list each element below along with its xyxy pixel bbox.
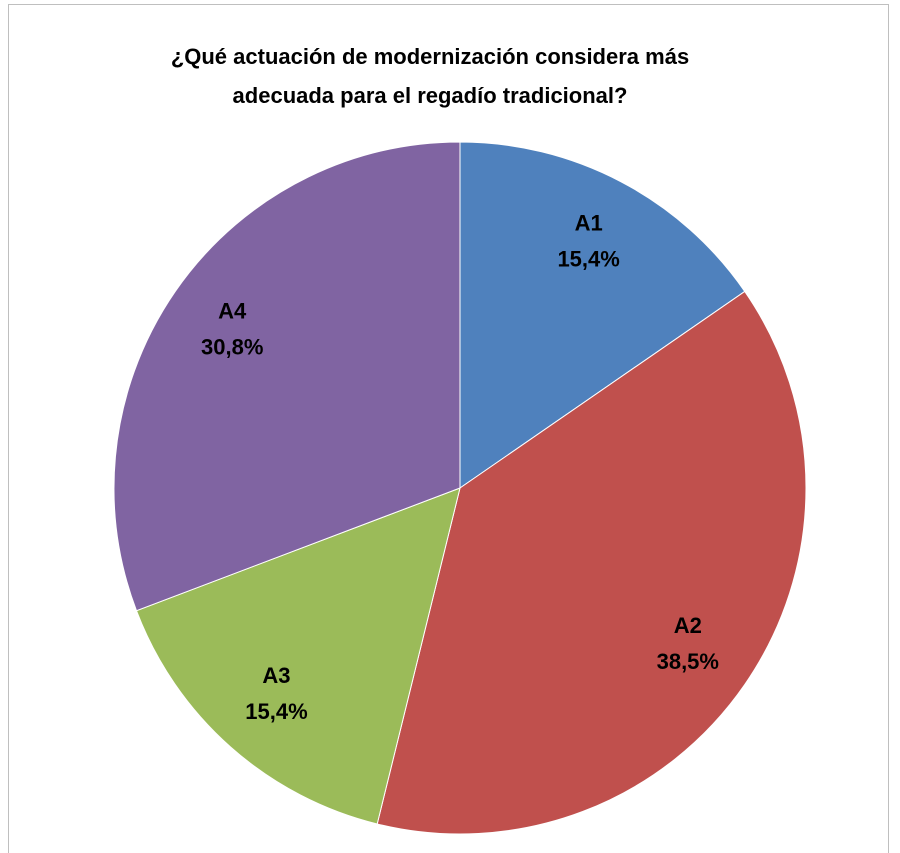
slice-value-label: 15,4% bbox=[557, 247, 619, 272]
slice-value-label: 30,8% bbox=[201, 335, 263, 360]
pie-slice bbox=[459, 141, 746, 489]
slice-category-label: A3 bbox=[262, 663, 290, 688]
pie-slice bbox=[376, 290, 807, 835]
pie-slice bbox=[113, 141, 461, 612]
slice-value-label: 15,4% bbox=[245, 699, 307, 724]
pie-slice bbox=[135, 487, 461, 825]
slice-category-label: A4 bbox=[218, 299, 247, 324]
slice-category-label: A2 bbox=[674, 613, 702, 638]
slice-category-label: A1 bbox=[575, 211, 603, 236]
chart-title: ¿Qué actuación de modernización consider… bbox=[171, 44, 689, 69]
slice-value-label: 38,5% bbox=[657, 649, 719, 674]
chart-title: adecuada para el regadío tradicional? bbox=[233, 83, 628, 108]
